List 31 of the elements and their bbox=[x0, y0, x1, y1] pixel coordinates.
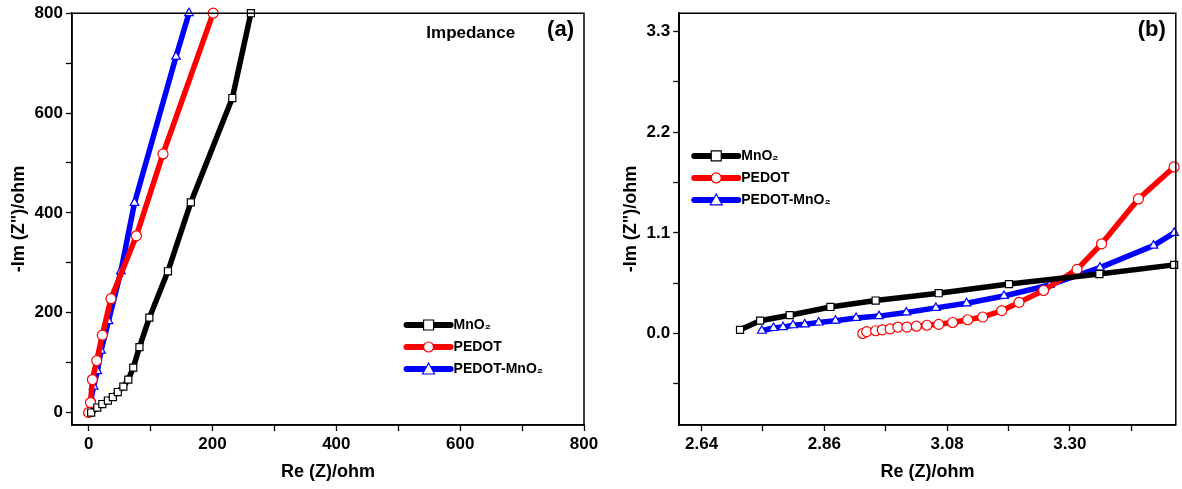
y-tick-label: 2.2 bbox=[646, 121, 671, 141]
y-tick-label: 0.0 bbox=[646, 323, 671, 343]
legend-label: PEDOT bbox=[741, 168, 790, 185]
legend-label: PEDOT-MnO₂ bbox=[741, 190, 831, 207]
x-tick-label: 0 bbox=[83, 433, 94, 453]
y-tick-label: 800 bbox=[34, 2, 63, 22]
x-tick-label: 3.30 bbox=[1053, 433, 1087, 453]
x-tick-label: 600 bbox=[445, 433, 475, 453]
legend-label: MnO₂ bbox=[741, 146, 779, 163]
legend-label: PEDOT-MnO₂ bbox=[453, 359, 544, 376]
x-tick-label: 3.08 bbox=[930, 433, 964, 453]
legend-label: MnO₂ bbox=[453, 315, 491, 332]
x-axis-title: Re (Z)/ohm bbox=[280, 461, 375, 482]
y-tick-label: 200 bbox=[34, 302, 63, 322]
x-tick-label: 2.86 bbox=[807, 433, 841, 453]
annotation: (a) bbox=[547, 16, 574, 42]
y-axis-title: -Im (Z")/ohm bbox=[619, 165, 640, 273]
y-axis-title: -Im (Z")/ohm bbox=[7, 165, 28, 273]
y-tick-label: 3.3 bbox=[646, 21, 671, 41]
x-tick-label: 400 bbox=[322, 433, 351, 453]
annotation: (b) bbox=[1137, 16, 1166, 42]
x-tick-label: 200 bbox=[198, 433, 227, 453]
y-tick-label: 400 bbox=[34, 202, 63, 222]
y-tick-label: 600 bbox=[34, 102, 63, 122]
x-axis-title: Re (Z)/ohm bbox=[880, 461, 975, 482]
legend-label: PEDOT bbox=[453, 337, 503, 354]
y-tick-label: 0 bbox=[53, 402, 63, 422]
x-tick-label: 800 bbox=[569, 433, 599, 453]
x-tick-label: 2.64 bbox=[685, 433, 719, 453]
annotation: Impedance bbox=[426, 23, 516, 43]
y-tick-label: 1.1 bbox=[646, 222, 671, 242]
